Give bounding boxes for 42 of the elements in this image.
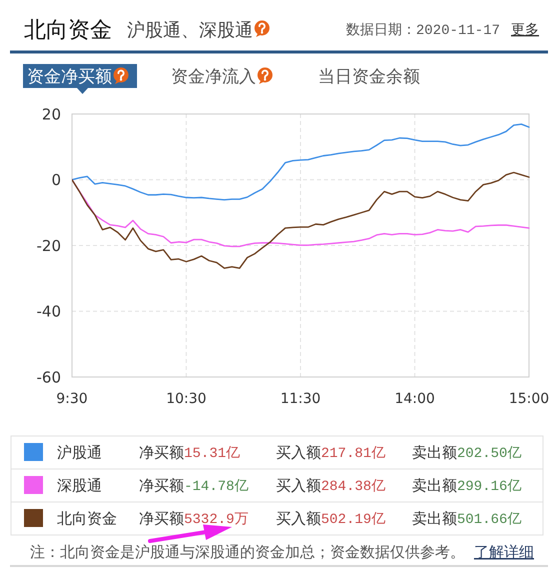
x-tick-label: 11:30 (280, 391, 321, 407)
text: 502.19亿 (321, 510, 386, 528)
text: 卖出额 (412, 509, 457, 528)
y-tick-label: -40 (36, 302, 61, 320)
x-tick-label: 14:00 (394, 391, 435, 407)
text: 了解详细 (474, 543, 534, 561)
text: 买入额 (276, 476, 321, 494)
y-tick-label: -20 (36, 236, 61, 255)
y-tick-label: -60 (36, 368, 61, 386)
text: 卖出额 (412, 476, 457, 494)
text: 299.16亿 (457, 478, 522, 495)
text: 买入额 (276, 443, 321, 462)
text: 注：北向资金是沪股通与深股通的资金加总；资金数据仅供参考。 (30, 543, 465, 561)
text: 资金净买额 (27, 67, 112, 87)
text: -14.78亿 (184, 478, 248, 495)
x-tick-label: 15:00 (508, 391, 550, 407)
text: 当日资金余额 (318, 67, 420, 87)
y-tick-label: 0 (51, 171, 61, 189)
text: 净买额 (139, 476, 184, 494)
legend-label: 北向资金 (57, 509, 117, 528)
legend-label: 沪股通 (57, 443, 102, 462)
text: 卖出额 (412, 443, 457, 462)
text: 15.31亿 (184, 444, 240, 462)
y-tick-label: 20 (42, 105, 61, 124)
text: 217.81亿 (321, 444, 386, 462)
x-tick-label: 10:30 (166, 391, 206, 407)
text: 284.38亿 (321, 478, 386, 495)
text: 净买额 (139, 443, 184, 462)
chart-subtitle: 沪股通、深股通 (127, 20, 253, 41)
text: 202.50亿 (457, 444, 522, 462)
text: 数据日期：2020-11-17 (346, 22, 500, 39)
text: 买入额 (276, 509, 321, 528)
line-series (72, 123, 530, 201)
line-series (72, 172, 530, 269)
text: 501.66亿 (457, 510, 522, 528)
text: 更多 (511, 22, 539, 38)
text: 净买额 (139, 509, 184, 528)
legend-label: 深股通 (57, 476, 102, 494)
x-tick-label: 9:30 (56, 391, 88, 407)
chart-title: 北向资金 (24, 18, 112, 43)
text: 资金净流入 (171, 67, 256, 87)
text: 5332.9万 (184, 512, 248, 528)
